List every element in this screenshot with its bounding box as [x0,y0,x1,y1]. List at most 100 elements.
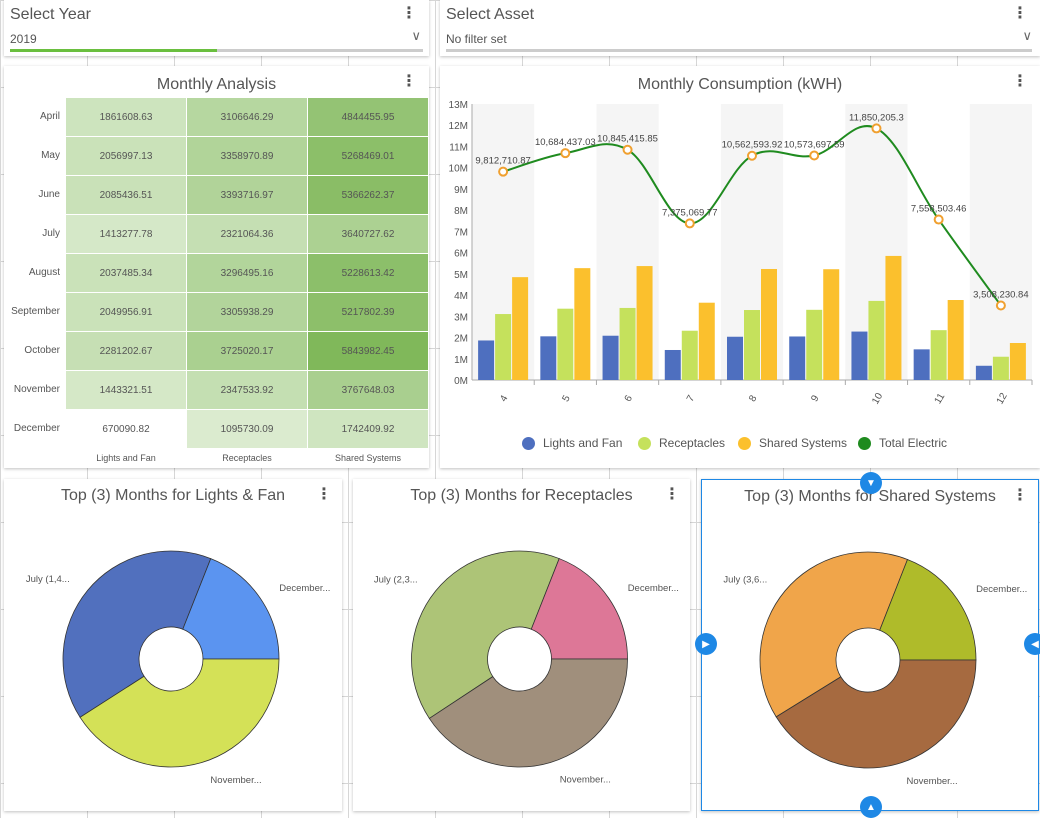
bar-shared-systems [885,255,902,380]
resize-handle-top-icon[interactable]: ▼ [860,472,882,494]
bar-lights-and-fan [727,336,743,380]
x-tick-label: 7 [685,393,698,404]
total-electric-point [871,123,882,134]
total-electric-point [622,144,633,155]
legend-marker-icon [738,436,751,450]
y-tick-label: 12M [449,121,468,132]
total-electric-data-label: 11,850,205.3 [849,112,904,123]
y-tick-label: 4M [454,291,468,302]
pie-slice[interactable] [182,558,280,660]
heatmap-cell: 5366262.37 [308,176,428,214]
year-filter-label: Select Year [10,6,91,23]
pie-slice[interactable] [62,550,212,718]
pie-slice[interactable] [79,658,280,768]
heatmap-cell: 3393716.97 [187,176,307,214]
bar-receptacles [681,330,698,380]
heatmap-cell: 3640727.62 [308,215,428,253]
total-electric-data-label: 10,845,415.85 [597,134,658,145]
y-tick-label: 7M [454,227,468,238]
pie-receptacles-menu-icon[interactable]: ⋮ [664,486,680,503]
pie-title-shared-systems: Top (3) Months for Shared Systems [744,488,996,505]
pie-slice-label: December... [976,584,1027,595]
pie-card-shared-systems[interactable]: Top (3) Months for Shared Systems ⋮ July… [701,479,1039,811]
pie-slice-label: November... [906,776,957,787]
pie-slice[interactable] [428,658,628,768]
total-electric-data-label: 7,375,069.77 [662,207,717,218]
x-tick-label: 6 [623,393,636,404]
bar-receptacles [495,314,512,380]
pie-slice[interactable] [775,659,977,769]
heatmap-cell: 2347533.92 [187,371,307,409]
pie-slice[interactable] [879,558,977,661]
asset-filter-value[interactable]: No filter set [446,32,507,46]
legend-item[interactable]: Total Electric [858,436,947,450]
bar-receptacles [744,310,760,380]
bar-receptacles [557,308,574,380]
year-filter-value[interactable]: 2019 [10,32,37,46]
year-filter-chevron-down-icon[interactable]: ∨ [411,28,421,43]
y-tick-label: 8M [454,206,468,217]
heatmap-cell: 1742409.92 [308,410,428,448]
total-electric-point [560,148,571,159]
heatmap-cell: 1861608.63 [66,98,186,136]
y-tick-label: 6M [454,249,468,260]
legend-marker-icon [638,436,651,450]
resize-handle-bottom-icon[interactable]: ▲ [860,796,882,818]
heatmap-cell: 3358970.89 [187,137,307,175]
heatmap-row-label: August [28,267,60,278]
legend-label: Total Electric [879,436,948,450]
resize-handle-right-icon[interactable]: ◀ [1024,633,1040,655]
heatmap-cell: 2049956.91 [66,293,186,331]
x-tick-label: 4 [498,393,511,404]
heatmap-column-label: Receptacles [222,453,272,463]
heatmap-cell: 2281202.67 [66,332,186,370]
heatmap-cell: 3767648.03 [308,371,428,409]
heatmap-cell: 3106646.29 [187,98,307,136]
pie-slice[interactable] [759,551,909,718]
heatmap-cell: 5268469.01 [308,137,428,175]
legend-item[interactable]: Shared Systems [738,436,847,450]
y-tick-label: 13M [449,100,468,111]
bar-receptacles [992,356,1009,380]
legend-marker-icon [858,436,871,450]
pie-shared-systems-menu-icon[interactable]: ⋮ [1012,487,1028,504]
x-tick-label: 8 [747,393,760,404]
y-tick-label: 0M [454,376,468,387]
legend-label: Lights and Fan [543,436,623,450]
pie-card-receptacles: Top (3) Months for Receptacles ⋮ July (2… [353,479,690,811]
legend-item[interactable]: Lights and Fan [522,436,622,450]
heatmap-row-label: July [42,228,60,239]
monthly-consumption-menu-icon[interactable]: ⋮ [1012,73,1028,90]
heatmap-cell: 2321064.36 [187,215,307,253]
pie-slice-label: December... [628,583,679,594]
heatmap-cell: 2085436.51 [66,176,186,214]
pie-chart-receptacles: July (2,3... December... November... [374,550,679,786]
asset-filter-menu-icon[interactable]: ⋮ [1012,5,1028,22]
y-tick-label: 3M [454,312,468,323]
x-tick-label: 11 [933,391,948,406]
bar-receptacles [619,307,636,380]
pie-lights-fan-menu-icon[interactable]: ⋮ [316,486,332,503]
pie-slice-label: July (3,6... [723,574,767,585]
legend-item[interactable]: Receptacles [638,436,725,450]
year-filter-progress-track [10,49,423,52]
heatmap-column-label: Lights and Fan [96,453,156,463]
year-filter-card: Select Year ⋮ 2019 ∨ [4,0,429,56]
bar-lights-and-fan [540,336,557,380]
heatmap-cell: 5228613.42 [308,254,428,292]
year-filter-menu-icon[interactable]: ⋮ [401,5,417,22]
pie-chart-shared-systems: July (3,6... December... November... [723,551,1027,787]
pie-slice[interactable] [411,550,560,719]
pie-slice[interactable] [530,558,628,660]
total-electric-data-label: 10,684,437.03 [535,137,596,148]
monthly-analysis-menu-icon[interactable]: ⋮ [401,73,417,90]
total-electric-data-label: 7,558,503.46 [911,204,966,215]
bar-shared-systems [636,266,653,380]
resize-handle-left-icon[interactable]: ▶ [695,633,717,655]
monthly-consumption-chart: 0M 1M 2M 3M 4M 5M 6M 7M 8M 9M 10M 11M 12M 13M 4 5 6 7 8 9 10… [449,100,1033,407]
total-electric-data-label: 10,573,697.59 [784,140,845,151]
asset-filter-label: Select Asset [446,6,535,23]
y-tick-label: 5M [454,270,468,281]
asset-filter-chevron-down-icon[interactable]: ∨ [1022,28,1032,43]
x-tick-label: 12 [995,391,1010,407]
